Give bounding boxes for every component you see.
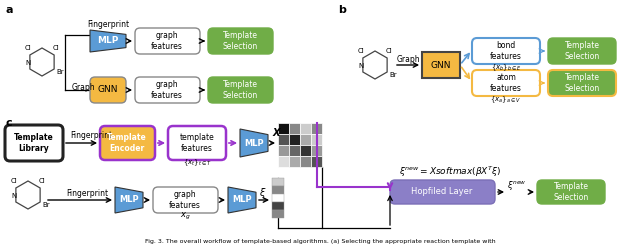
Text: Graph: Graph bbox=[71, 82, 95, 91]
FancyBboxPatch shape bbox=[100, 126, 155, 160]
Bar bbox=[289, 123, 300, 134]
Bar bbox=[289, 156, 300, 167]
Text: Template
Encoder: Template Encoder bbox=[107, 133, 147, 153]
Text: Cl: Cl bbox=[386, 48, 392, 54]
Text: N: N bbox=[358, 63, 364, 69]
Text: MLP: MLP bbox=[119, 195, 139, 205]
Text: Cl: Cl bbox=[11, 178, 17, 184]
FancyBboxPatch shape bbox=[548, 38, 616, 64]
Text: GNN: GNN bbox=[431, 61, 451, 69]
FancyBboxPatch shape bbox=[390, 180, 495, 204]
Text: c: c bbox=[5, 118, 12, 128]
Bar bbox=[300, 134, 311, 145]
Bar bbox=[278, 134, 289, 145]
Text: a: a bbox=[5, 5, 13, 15]
Text: Br: Br bbox=[42, 202, 50, 208]
Text: GNN: GNN bbox=[98, 85, 118, 95]
Bar bbox=[422, 52, 460, 78]
Text: Cl: Cl bbox=[358, 48, 364, 54]
Text: Hopfiled Layer: Hopfiled Layer bbox=[412, 187, 473, 197]
FancyBboxPatch shape bbox=[472, 38, 540, 64]
Text: Br: Br bbox=[56, 69, 64, 75]
Bar bbox=[300, 156, 311, 167]
Bar bbox=[272, 194, 284, 202]
Text: $x_g$: $x_g$ bbox=[180, 210, 190, 222]
Bar bbox=[278, 156, 289, 167]
Bar bbox=[272, 178, 284, 186]
Text: Template
Selection: Template Selection bbox=[564, 41, 600, 61]
Bar bbox=[278, 145, 289, 156]
Text: MLP: MLP bbox=[97, 37, 118, 45]
Polygon shape bbox=[90, 30, 126, 52]
Text: N: N bbox=[12, 193, 17, 199]
Bar bbox=[300, 145, 311, 156]
Text: bond
features: bond features bbox=[490, 41, 522, 61]
Text: atom
features: atom features bbox=[490, 73, 522, 93]
FancyBboxPatch shape bbox=[168, 126, 226, 160]
Text: $\{x_t\}_{t\in T}$: $\{x_t\}_{t\in T}$ bbox=[182, 158, 211, 168]
Bar bbox=[311, 145, 322, 156]
Bar bbox=[272, 210, 284, 218]
FancyBboxPatch shape bbox=[208, 28, 273, 54]
FancyBboxPatch shape bbox=[135, 77, 200, 103]
FancyBboxPatch shape bbox=[153, 187, 218, 213]
Text: Cl: Cl bbox=[24, 45, 31, 51]
FancyBboxPatch shape bbox=[548, 70, 616, 96]
Text: Br: Br bbox=[389, 72, 397, 78]
Text: $\{x_b\}_{b\in E}$: $\{x_b\}_{b\in E}$ bbox=[491, 63, 522, 73]
FancyBboxPatch shape bbox=[5, 125, 63, 161]
Text: X: X bbox=[272, 128, 280, 138]
Text: $\xi^{new}=Xsoftmax(\beta X^T\xi)$: $\xi^{new}=Xsoftmax(\beta X^T\xi)$ bbox=[399, 165, 501, 179]
Text: Template
Library: Template Library bbox=[14, 133, 54, 153]
FancyBboxPatch shape bbox=[208, 77, 273, 103]
Text: MLP: MLP bbox=[232, 195, 252, 205]
Bar bbox=[289, 134, 300, 145]
Text: $\xi^{new}$: $\xi^{new}$ bbox=[508, 179, 527, 191]
Text: MLP: MLP bbox=[244, 139, 264, 147]
FancyBboxPatch shape bbox=[135, 28, 200, 54]
Text: template
features: template features bbox=[180, 133, 214, 153]
Text: $\xi$: $\xi$ bbox=[259, 186, 267, 200]
Bar bbox=[278, 123, 289, 134]
Text: Fingerprint: Fingerprint bbox=[66, 188, 108, 198]
Text: Fingerprint: Fingerprint bbox=[70, 130, 112, 140]
Text: Graph: Graph bbox=[396, 56, 420, 64]
Bar bbox=[311, 123, 322, 134]
Text: graph
features: graph features bbox=[151, 80, 183, 100]
Text: graph
features: graph features bbox=[151, 31, 183, 51]
Text: Fingerprint: Fingerprint bbox=[87, 21, 129, 29]
Polygon shape bbox=[228, 187, 256, 213]
Text: Fig. 3. The overall workflow of template-based algorithms. (a) Selecting the app: Fig. 3. The overall workflow of template… bbox=[145, 240, 495, 245]
FancyBboxPatch shape bbox=[472, 70, 540, 96]
Polygon shape bbox=[115, 187, 143, 213]
Text: Cl: Cl bbox=[52, 45, 60, 51]
Bar bbox=[311, 156, 322, 167]
Text: $\{x_a\}_{a\in V}$: $\{x_a\}_{a\in V}$ bbox=[490, 95, 522, 105]
Text: Template
Selection: Template Selection bbox=[222, 80, 258, 100]
Text: graph
features: graph features bbox=[169, 190, 201, 210]
Text: N: N bbox=[26, 60, 31, 66]
Polygon shape bbox=[240, 129, 268, 157]
Bar bbox=[289, 145, 300, 156]
Bar bbox=[272, 202, 284, 210]
Text: Cl: Cl bbox=[38, 178, 45, 184]
Bar bbox=[272, 186, 284, 194]
Text: b: b bbox=[338, 5, 346, 15]
FancyBboxPatch shape bbox=[537, 180, 605, 204]
Text: Template
Selection: Template Selection bbox=[564, 73, 600, 93]
Bar bbox=[300, 123, 311, 134]
Text: Template
Selection: Template Selection bbox=[554, 182, 589, 202]
Text: Template
Selection: Template Selection bbox=[222, 31, 258, 51]
FancyBboxPatch shape bbox=[90, 77, 126, 103]
Bar bbox=[311, 134, 322, 145]
